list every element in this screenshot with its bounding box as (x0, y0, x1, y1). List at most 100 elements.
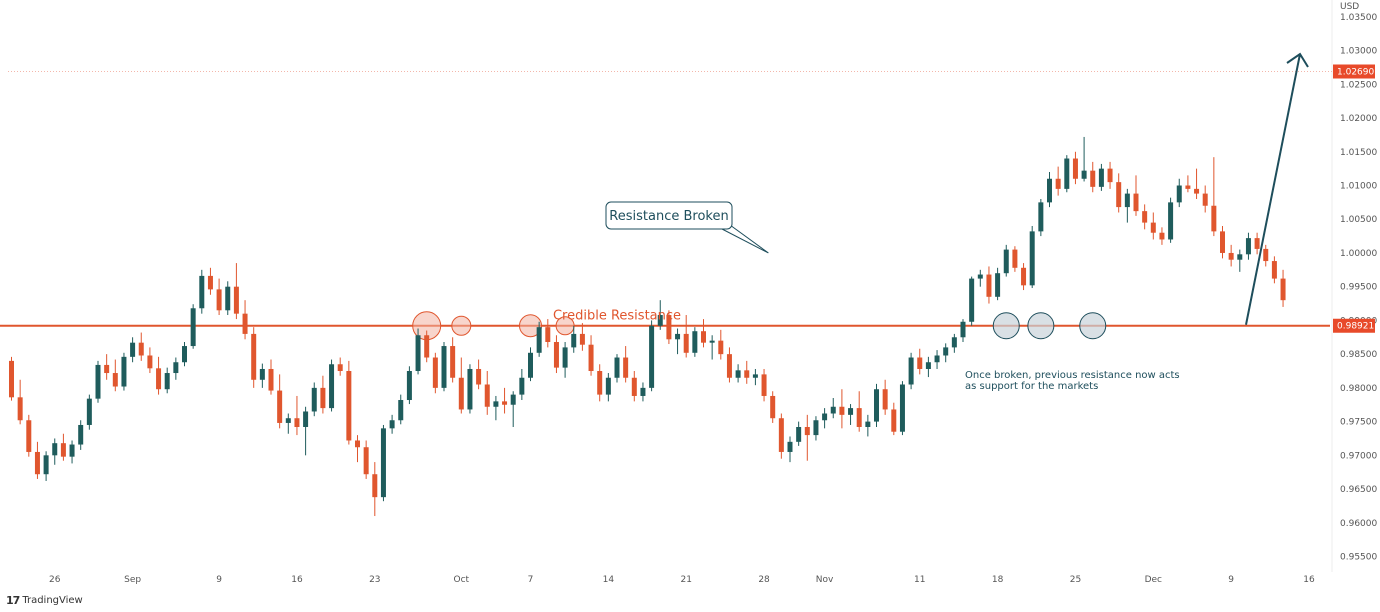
candle-body (761, 374, 767, 396)
candle-body (164, 373, 170, 390)
candle-body (519, 377, 525, 395)
candle-body (355, 440, 360, 448)
candle-body (320, 387, 326, 409)
resistance-touch-circle (451, 315, 472, 336)
candle-body (969, 278, 975, 322)
candle-body (865, 421, 871, 427)
candle-body (977, 274, 983, 279)
y-tick-label: 0.99500 (1340, 283, 1377, 293)
candle-body (233, 286, 239, 314)
candle-body (614, 357, 620, 378)
candle-body (225, 286, 231, 311)
resistance-touch-circle (555, 316, 575, 336)
candle-body (346, 371, 352, 441)
candle-body (363, 447, 369, 475)
candle-body (553, 342, 559, 368)
candle-body (467, 368, 473, 410)
x-tick-label: Dec (1145, 575, 1162, 585)
candle-body (726, 354, 732, 378)
candle-body (17, 397, 23, 421)
y-tick-label: 0.96000 (1340, 519, 1377, 529)
candle-body (1254, 238, 1260, 249)
candle-body (848, 408, 854, 415)
x-tick-label: 23 (369, 575, 380, 585)
candle-body (1228, 252, 1234, 260)
candle-body (925, 362, 931, 369)
candle-body (528, 352, 533, 378)
candle-body (26, 420, 32, 452)
candle-body (579, 333, 585, 345)
candle-body (458, 377, 464, 410)
candle-body (112, 373, 118, 387)
tradingview-logo: 17 TradingView (6, 594, 83, 607)
candle-body (787, 441, 793, 452)
y-tick-label: 0.97000 (1340, 451, 1377, 461)
candle-body (908, 357, 914, 385)
support-touch-circle (1027, 312, 1055, 340)
x-tick-label: 26 (49, 575, 61, 585)
candle-body (744, 370, 750, 378)
y-tick-label: 1.00000 (1340, 249, 1377, 259)
candle-body (1012, 249, 1018, 268)
candle-body (432, 357, 438, 388)
candle-body (389, 420, 395, 429)
candle-body (536, 327, 542, 353)
current-price-label: 1.02690 (1337, 68, 1374, 78)
candle-body (1124, 193, 1130, 208)
candle-body (1081, 170, 1087, 179)
resistance-price-label: 0.98921 (1337, 322, 1374, 332)
candle-body (1159, 232, 1165, 240)
candle-body (1133, 193, 1139, 212)
y-tick-label: 1.02500 (1340, 80, 1377, 90)
candle-body (130, 342, 136, 357)
candle-body (623, 357, 629, 378)
candle-body (917, 357, 923, 369)
candle-body (95, 364, 101, 399)
y-tick-label: 1.02000 (1340, 114, 1377, 124)
x-tick-label: 16 (1303, 575, 1315, 585)
candle-body (450, 346, 456, 378)
candle-body (1072, 158, 1078, 179)
projection-arrow-line (1245, 53, 1301, 325)
candle-body (9, 360, 14, 398)
candle-body (303, 411, 309, 427)
candle-body (1211, 205, 1217, 232)
x-tick-label: 28 (758, 575, 770, 585)
candle-body (666, 315, 672, 340)
y-tick-label: 0.96500 (1340, 485, 1377, 495)
candle-body (1003, 249, 1009, 274)
candle-body (199, 275, 205, 309)
candle-body (640, 387, 646, 396)
candle-body (631, 377, 637, 396)
candle-body (398, 400, 404, 421)
candle-body (1116, 182, 1122, 208)
candle-body (709, 340, 715, 343)
candle-body (337, 364, 343, 372)
candle-body (813, 420, 819, 436)
candle-body (216, 289, 222, 311)
candle-body (1237, 254, 1243, 260)
currency-label: USD (1340, 2, 1359, 12)
candle-body (718, 340, 724, 355)
y-tick-label: 0.95500 (1340, 553, 1377, 563)
x-tick-label: 7 (528, 575, 534, 585)
y-tick-label: 1.00500 (1340, 215, 1377, 225)
candle-body (484, 384, 490, 407)
candle-body (874, 389, 879, 422)
candle-body (796, 426, 802, 442)
candle-body (1021, 267, 1027, 286)
candle-body (1107, 168, 1113, 183)
candle-body (121, 356, 127, 387)
candle-body (830, 406, 836, 414)
candle-body (510, 394, 516, 405)
candle-body (752, 374, 758, 378)
y-tick-label: 1.03500 (1340, 13, 1377, 23)
candle-body (1055, 178, 1061, 189)
candle-body (822, 413, 828, 421)
candle-body (156, 368, 162, 390)
candle-body (882, 389, 888, 410)
candle-body (285, 418, 291, 423)
candle-body (960, 321, 966, 338)
candle-body (441, 346, 447, 388)
